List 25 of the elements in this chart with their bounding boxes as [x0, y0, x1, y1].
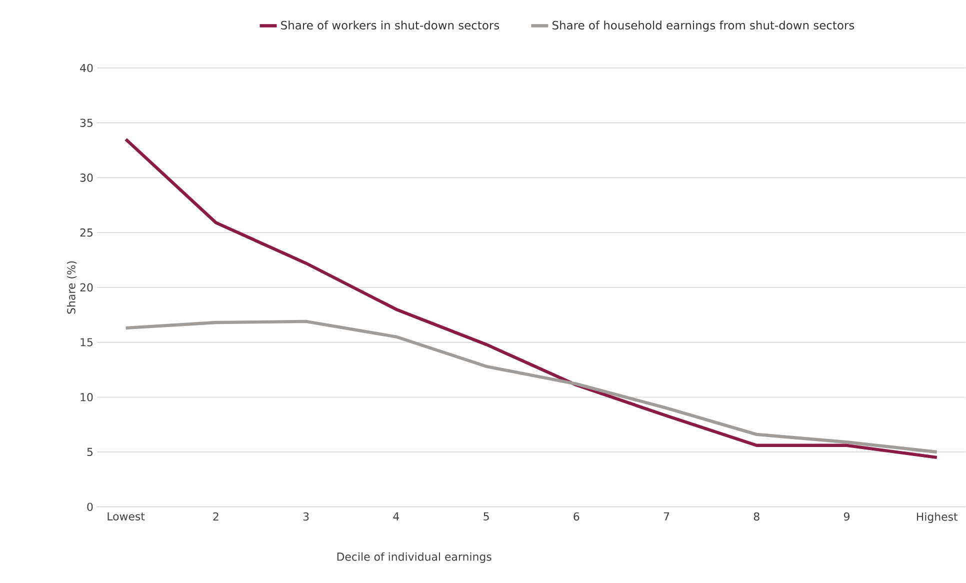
x-tick-label: 6 — [574, 512, 580, 521]
y-tick-label: 10 — [80, 393, 93, 402]
x-tick-label: 9 — [844, 512, 850, 521]
x-tick-label: Highest — [916, 512, 958, 524]
y-tick-label: 15 — [80, 338, 92, 346]
legend-label: Share of household earnings from shut-down sectors — [552, 20, 854, 32]
line-series — [124, 138, 938, 460]
y-tick-label: 0 — [87, 502, 93, 512]
x-tick-label: 3 — [303, 512, 309, 521]
x-tick-label: 5 — [484, 512, 489, 521]
y-axis-title: Share (%) — [66, 261, 77, 314]
y-tick-label: 5 — [87, 448, 92, 456]
legend-label: Share of workers in shut-down sectors — [281, 20, 500, 30]
x-tick-label: 4 — [393, 512, 400, 520]
x-tick-label: 2 — [213, 512, 218, 521]
y-tick-label: 25 — [80, 228, 92, 237]
x-tick-label: Lowest — [108, 512, 145, 521]
x-axis-title: Decile of individual earnings — [337, 552, 492, 564]
x-tick-label: 8 — [754, 512, 760, 521]
x-tick-label: 7 — [664, 512, 670, 520]
y-tick-label: 20 — [80, 283, 93, 292]
y-tick-label: 35 — [80, 118, 92, 128]
line-series — [124, 320, 938, 454]
y-tick-label: 40 — [80, 64, 93, 72]
y-tick-label: 30 — [80, 174, 93, 182]
